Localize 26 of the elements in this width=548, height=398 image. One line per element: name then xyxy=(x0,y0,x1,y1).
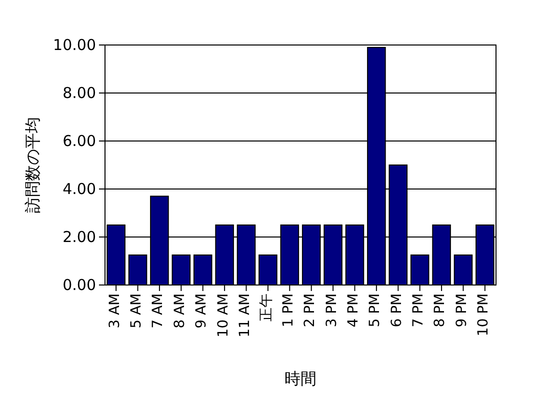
x-tick-label: 8 PM xyxy=(432,293,448,328)
y-tick-label: 6.00 xyxy=(62,132,96,150)
y-axis-title: 訪問数の平均 xyxy=(23,117,42,213)
x-tick-label: 6 PM xyxy=(388,293,405,328)
x-tick-label: 8 AM xyxy=(172,293,188,328)
y-tick-label: 2.00 xyxy=(62,228,96,246)
x-tick-label: 4 PM xyxy=(345,293,362,328)
x-tick-label: 正午 xyxy=(258,293,275,322)
y-tick-label: 8.00 xyxy=(62,84,96,102)
x-tick-label: 2 PM xyxy=(302,293,318,328)
x-tick-label: 9 AM xyxy=(194,293,210,328)
y-tick-label: 10.00 xyxy=(53,36,96,54)
y-tick-label: 0.00 xyxy=(62,276,96,294)
x-tick-label: 10 AM xyxy=(215,293,232,338)
x-tick-label: 9 PM xyxy=(454,293,470,328)
x-tick-label: 5 AM xyxy=(128,293,144,328)
x-tick-label: 3 PM xyxy=(324,293,340,328)
x-tick-label: 1 PM xyxy=(280,293,296,328)
x-tick-label: 5 PM xyxy=(367,293,384,328)
x-axis-title: 時間 xyxy=(284,369,316,388)
x-tick-label: 3 AM xyxy=(106,293,123,328)
x-tick-label: 7 PM xyxy=(410,293,427,328)
x-tick-label: 7 AM xyxy=(150,293,166,328)
y-tick-label: 4.00 xyxy=(62,180,96,198)
x-tick-label: 11 AM xyxy=(236,293,253,338)
x-tick-label: 10 PM xyxy=(476,293,492,336)
